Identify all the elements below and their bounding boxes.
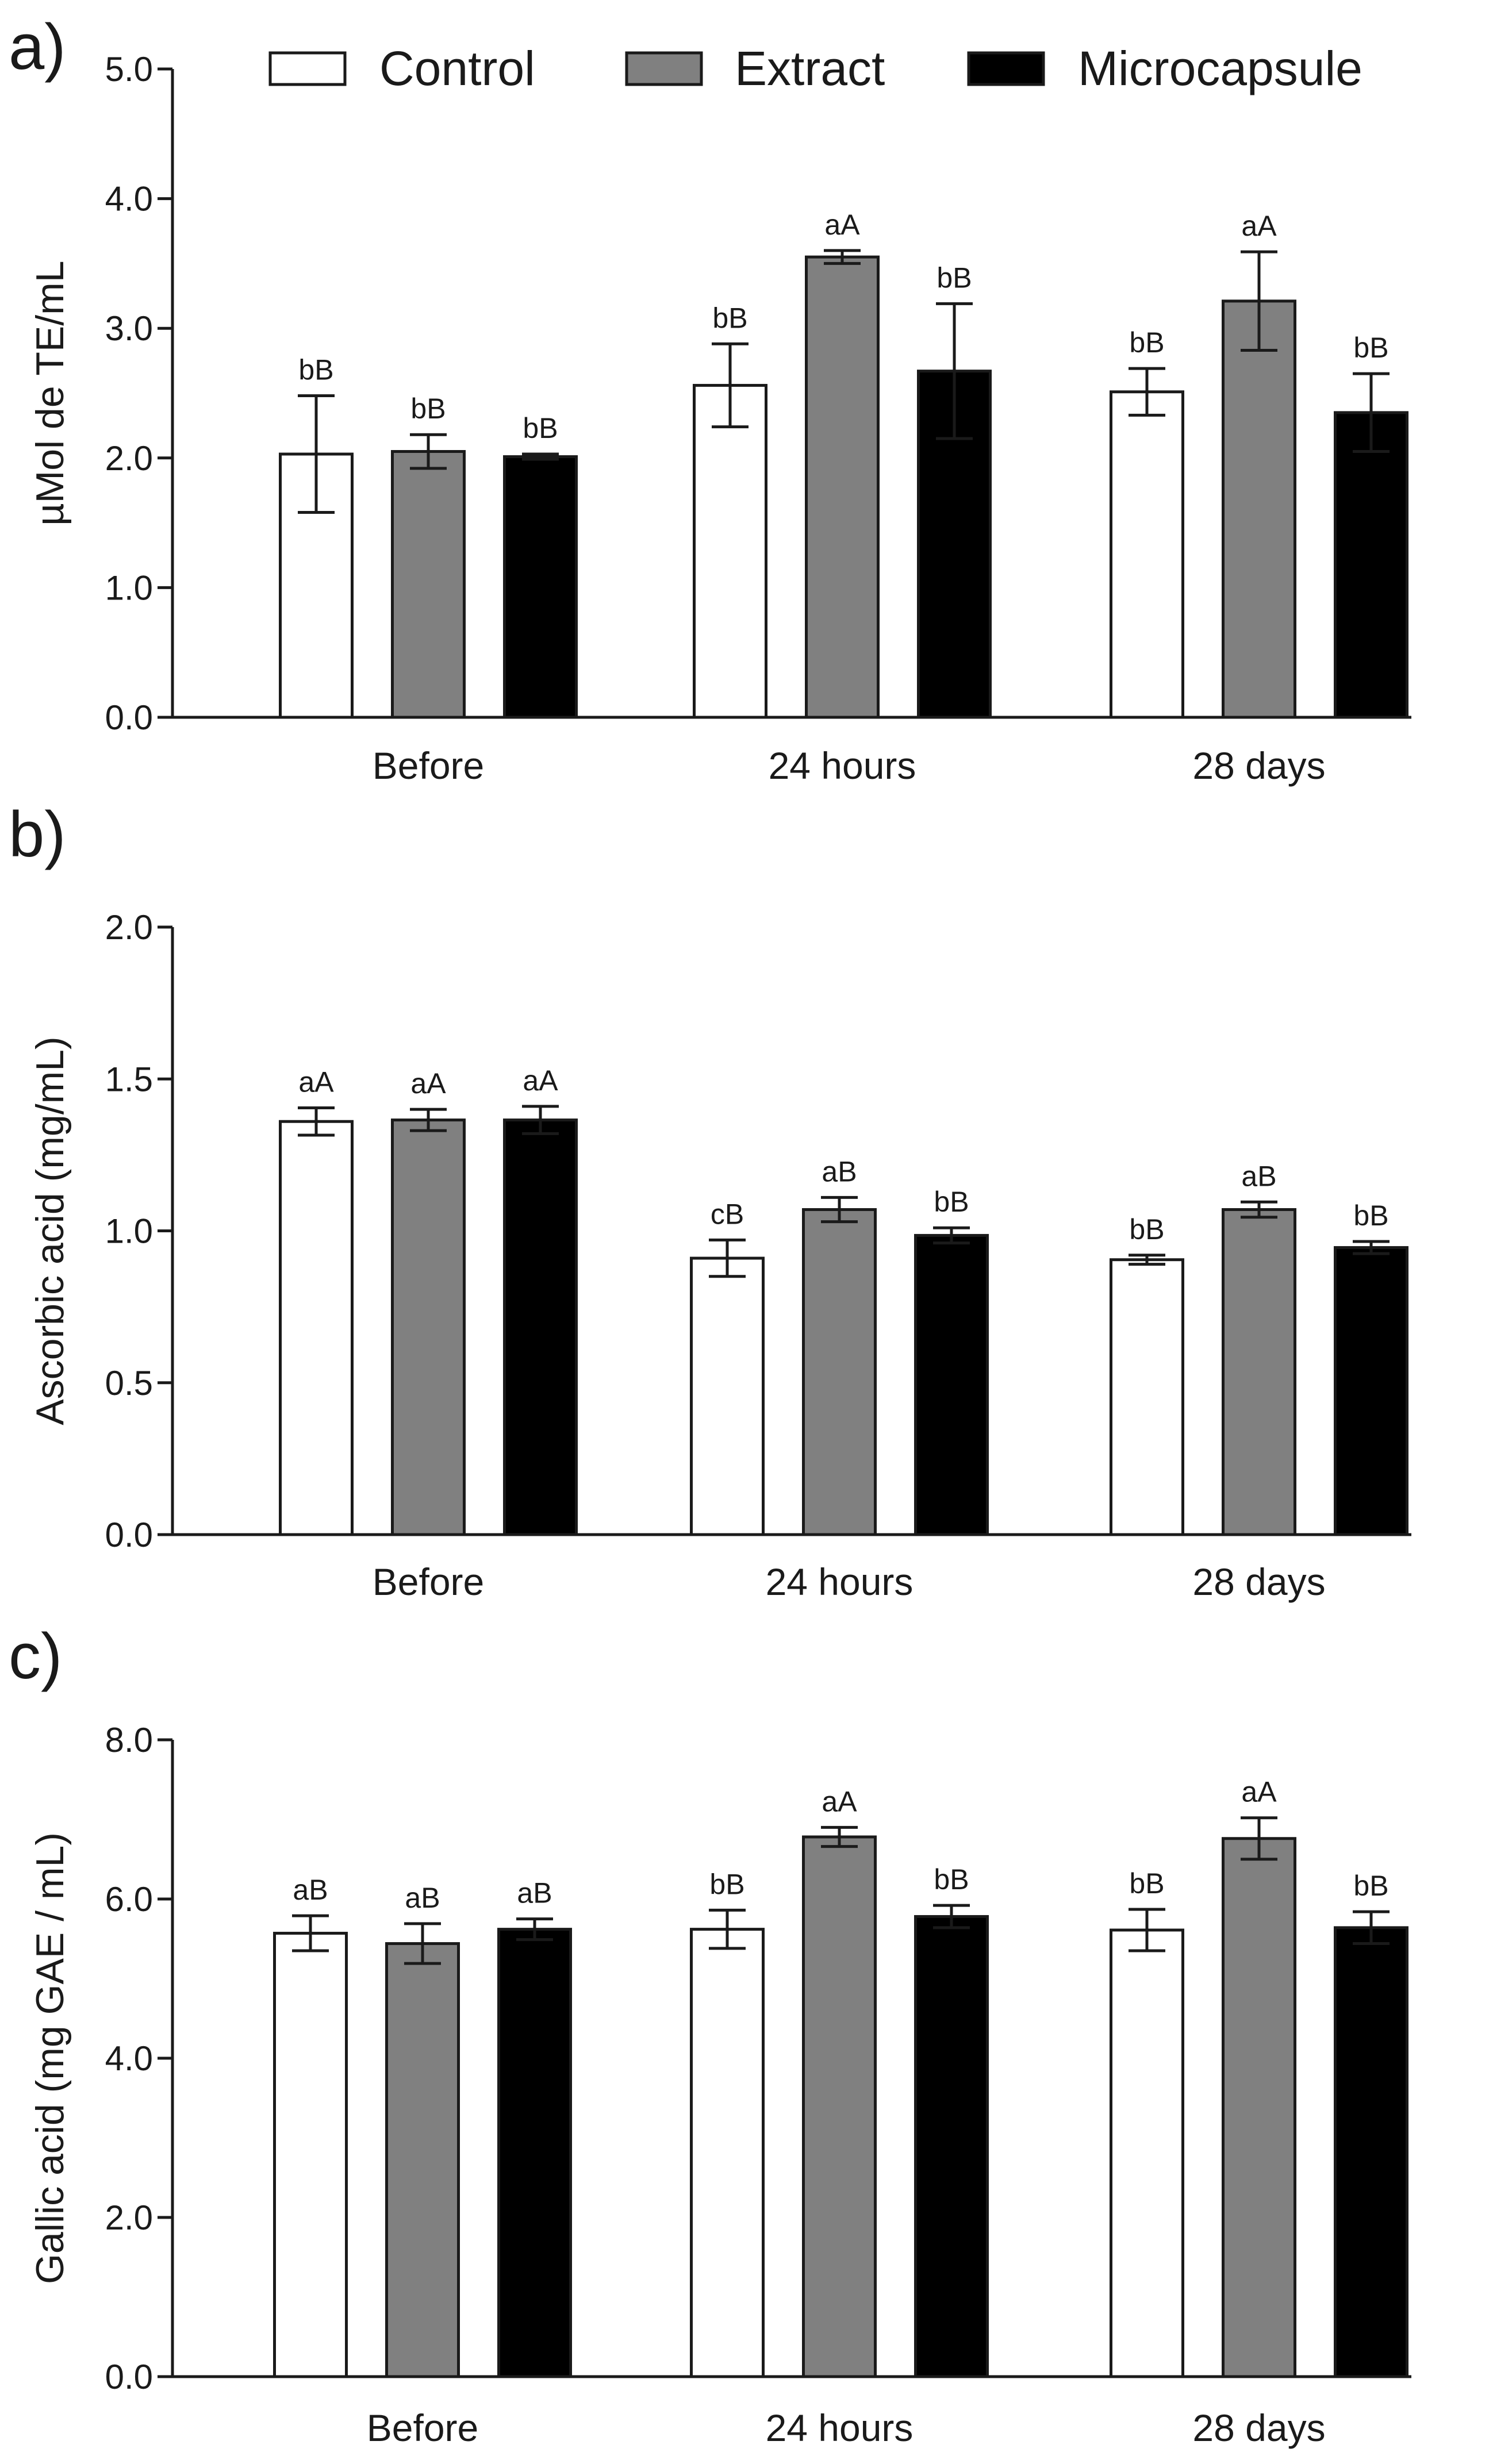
y-tick-label: 8.0: [105, 1721, 153, 1759]
x-tick-label: 28 days: [1192, 2407, 1325, 2449]
y-tick-label: 4.0: [105, 180, 153, 218]
bar: [805, 255, 880, 719]
significance-label: bB: [1353, 1870, 1388, 1902]
significance-label: aA: [822, 1785, 857, 1817]
bar: [273, 1932, 348, 2378]
bar: [1110, 1928, 1184, 2378]
significance-label: bB: [1129, 1867, 1164, 1900]
significance-label: bB: [1353, 332, 1388, 364]
chart-panel-c: c) 0.0 2.0 4.0 6.0 8.0 Gallic acid (mg GAE / m…: [9, 1620, 1411, 2449]
x-tick-label: Before: [373, 744, 484, 787]
significance-label: aA: [1241, 1776, 1277, 1808]
bar: [802, 1208, 877, 1536]
x-tick-label: 24 hours: [766, 2407, 914, 2449]
x-tick-label: 24 hours: [769, 744, 916, 787]
bar: [391, 450, 466, 719]
y-tick-label: 0.0: [105, 2358, 153, 2396]
significance-label: aA: [523, 1064, 558, 1097]
y-tick-label: 4.0: [105, 2039, 153, 2078]
significance-label: bB: [298, 354, 333, 386]
bar: [1334, 411, 1408, 719]
y-tick-label: 0.0: [105, 1516, 153, 1554]
panel-letter: a): [9, 11, 66, 83]
y-tick-label: 0.5: [105, 1364, 153, 1402]
legend-swatch: [967, 51, 1045, 86]
bar: [503, 455, 578, 719]
y-axis-label: µMol de TE/mL: [28, 260, 72, 525]
y-axis-label: Gallic acid (mg GAE / mL): [28, 1832, 72, 2284]
significance-label: aB: [1241, 1160, 1276, 1192]
significance-label: bB: [934, 1186, 969, 1218]
significance-label: aB: [517, 1877, 552, 1909]
panel-letter: c): [9, 1620, 62, 1692]
significance-label: bB: [1129, 326, 1164, 359]
significance-label: aB: [822, 1155, 857, 1187]
bar: [497, 1928, 572, 2378]
bar: [914, 1915, 989, 2378]
significance-label: bB: [410, 393, 446, 425]
legend-swatch: [625, 51, 703, 86]
y-axis-label: Ascorbic acid (mg/mL): [28, 1036, 72, 1425]
significance-label: aB: [405, 1882, 440, 1914]
x-tick-label: 28 days: [1192, 744, 1325, 787]
y-tick-label: 1.0: [105, 568, 153, 607]
panel-letter: b): [9, 798, 66, 870]
y-tick-label: 2.0: [105, 439, 153, 478]
significance-label: bB: [1129, 1213, 1164, 1246]
x-tick-label: Before: [367, 2407, 478, 2449]
significance-label: aA: [824, 209, 860, 241]
legend: Control Extract Microcapsule: [268, 41, 1362, 95]
significance-label: aA: [1241, 210, 1277, 242]
y-tick-label: 2.0: [105, 908, 153, 947]
y-tick-label: 1.0: [105, 1212, 153, 1251]
significance-label: bB: [523, 412, 558, 444]
chart-panel-b: b) 0.0 0.5 1.0 1.5 2.0 Ascorbic acid (mg/mL) Be…: [9, 798, 1411, 1603]
significance-label: bB: [709, 1868, 744, 1900]
y-tick-label: 6.0: [105, 1880, 153, 1919]
y-tick-label: 5.0: [105, 50, 153, 89]
significance-label: aA: [410, 1067, 446, 1100]
chart-panel-a: a) 0.0 1.0 2.0 3.0 4.0 5.0 µMol de TE/mL Before 2…: [9, 11, 1411, 787]
significance-label: bB: [934, 1863, 969, 1896]
bar: [1110, 1258, 1184, 1536]
significance-label: bB: [937, 262, 972, 294]
bar: [690, 1256, 765, 1536]
x-tick-label: 28 days: [1192, 1560, 1325, 1603]
significance-label: bB: [1353, 1200, 1388, 1232]
bar: [914, 1233, 989, 1536]
legend-label: Extract: [735, 41, 885, 95]
bar: [503, 1118, 578, 1536]
bar: [1334, 1246, 1408, 1536]
significance-label: cB: [711, 1198, 744, 1230]
bar: [1334, 1926, 1408, 2378]
legend-swatch: [268, 51, 347, 86]
bar: [1110, 390, 1184, 719]
x-tick-label: Before: [373, 1560, 484, 1603]
y-tick-label: 3.0: [105, 309, 153, 348]
bar: [690, 1928, 765, 2378]
significance-label: bB: [712, 302, 747, 334]
bar: [1222, 1208, 1296, 1536]
bar: [1222, 299, 1296, 719]
bar: [1222, 1837, 1296, 2378]
bar: [385, 1942, 460, 2378]
bar: [391, 1118, 466, 1536]
bar: [693, 383, 767, 719]
bar: [279, 1120, 354, 1536]
x-tick-label: 24 hours: [766, 1560, 914, 1603]
significance-label: aA: [298, 1066, 334, 1098]
legend-label: Control: [379, 41, 535, 95]
y-tick-label: 0.0: [105, 698, 153, 737]
y-tick-label: 2.0: [105, 2198, 153, 2237]
significance-label: aB: [293, 1874, 328, 1906]
bar: [802, 1835, 877, 2378]
legend-label: Microcapsule: [1078, 41, 1362, 95]
y-tick-label: 1.5: [105, 1060, 153, 1098]
